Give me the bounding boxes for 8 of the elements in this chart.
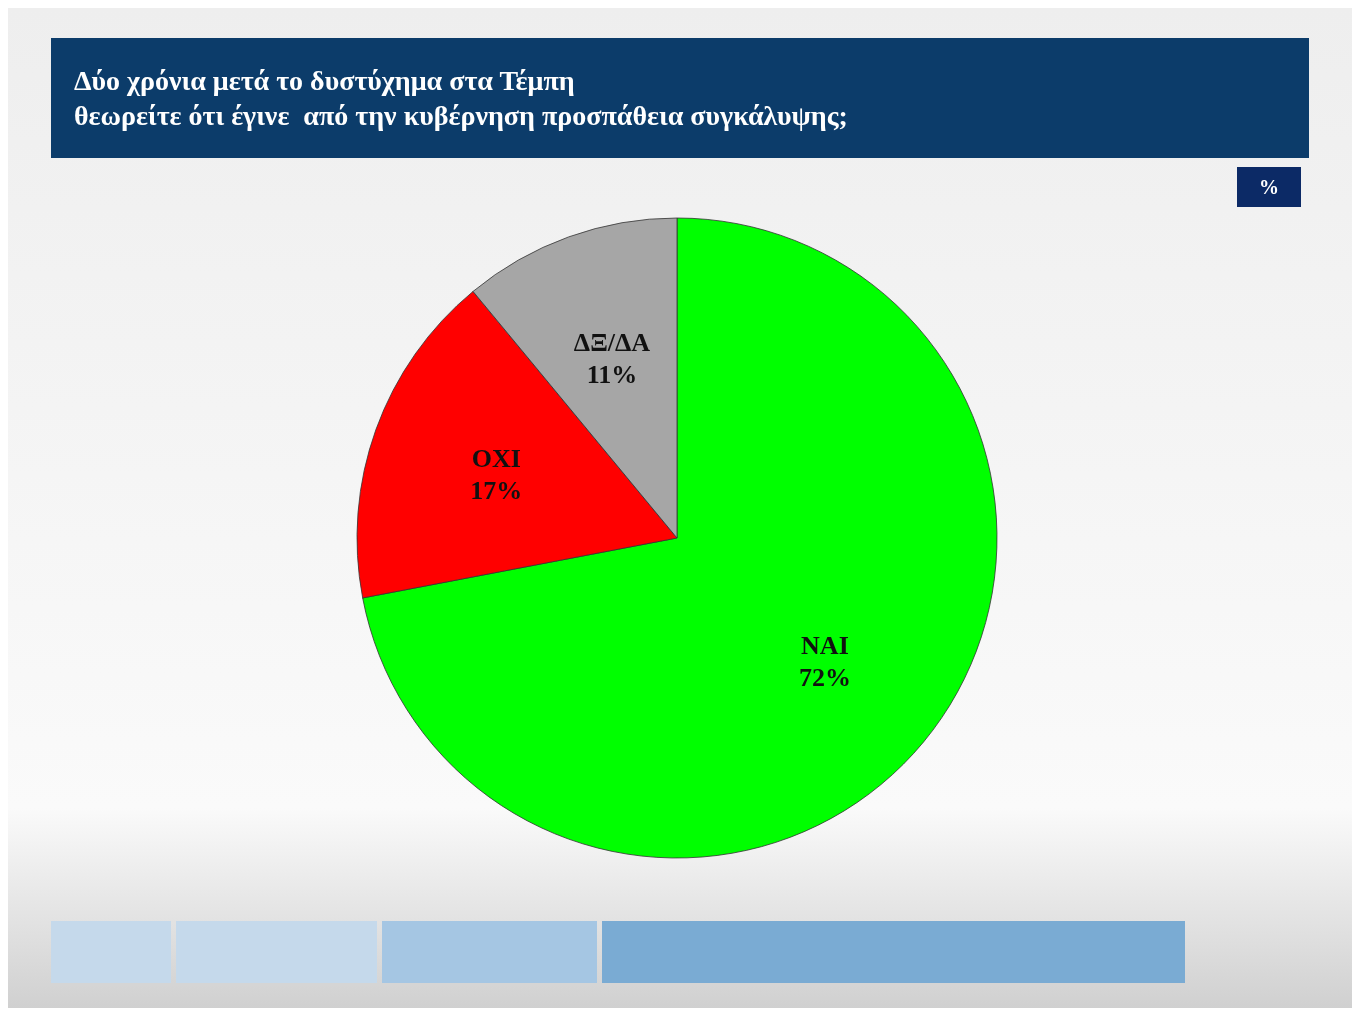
slice-label: ΝΑΙ [801, 631, 849, 661]
text: % [1259, 176, 1279, 198]
data-label: 11% [586, 360, 638, 390]
data-label: 72% [798, 663, 851, 693]
slice-label: ΟΧΙ [471, 443, 521, 473]
slice-label: ΔΞ/ΔΑ [573, 328, 651, 358]
data-label: 17% [470, 475, 523, 505]
chart-title: Δύο χρόνια μετά το δυστύχημα στα Τέμπη θεωρείτε ότι έγινε από την κυβέρνηση προσπάθεια συγκάλυψης; [74, 65, 848, 131]
